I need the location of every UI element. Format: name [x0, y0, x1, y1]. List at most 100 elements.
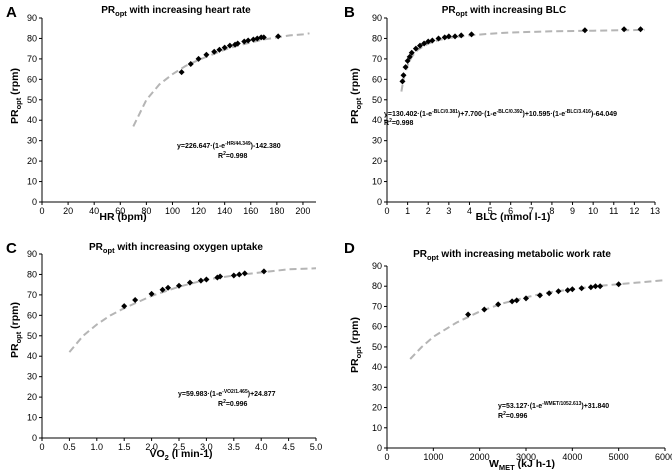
- data-point: [546, 290, 553, 297]
- y-tick-label: 50: [372, 95, 382, 105]
- y-tick-label: 40: [372, 115, 382, 125]
- y-tick-label: 90: [372, 13, 382, 23]
- x-axis-label: BLC (mmol l-1): [476, 211, 551, 223]
- data-point: [245, 37, 252, 44]
- data-point: [597, 283, 604, 290]
- y-tick-label: 10: [372, 177, 382, 187]
- data-point: [429, 37, 436, 44]
- x-tick-label: 1.0: [91, 442, 104, 452]
- x-tick-label: 2000: [470, 452, 490, 462]
- x-axis-label: WMET (kJ h-1): [489, 458, 555, 472]
- y-tick-label: 20: [27, 156, 37, 166]
- data-point: [536, 292, 543, 299]
- x-tick-label: 0: [39, 206, 44, 216]
- data-point: [481, 306, 488, 313]
- x-tick-label: 3.0: [200, 442, 213, 452]
- data-point: [441, 34, 448, 41]
- y-tick-label: 30: [27, 136, 37, 146]
- x-tick-label: 7: [529, 206, 534, 216]
- data-point: [615, 281, 622, 288]
- panel-letter: B: [344, 4, 355, 21]
- data-point: [425, 38, 432, 45]
- y-tick-label: 10: [372, 423, 382, 433]
- data-point: [637, 26, 644, 33]
- data-point: [211, 48, 218, 55]
- x-tick-label: 4000: [562, 452, 582, 462]
- fit-equation: y=53.127·(1-e-WMET/1052.613)+31.840: [498, 401, 609, 410]
- y-tick-label: 0: [32, 197, 37, 207]
- x-tick-label: 2.0: [145, 442, 158, 452]
- data-point: [176, 282, 182, 289]
- y-tick-label: 40: [27, 351, 37, 361]
- y-axis-label: PRopt (rpm): [349, 317, 363, 373]
- data-point: [569, 286, 576, 293]
- y-tick-label: 80: [372, 281, 382, 291]
- panel-d: D PRopt with increasing metabolic work r…: [344, 240, 672, 472]
- fit-curve: [409, 279, 666, 360]
- panel-letter: D: [344, 240, 355, 257]
- y-tick-label: 0: [377, 443, 382, 453]
- data-point: [226, 42, 233, 49]
- x-tick-label: 20: [63, 206, 73, 216]
- data-point: [203, 276, 210, 283]
- data-point: [408, 49, 415, 56]
- data-point: [241, 270, 248, 277]
- y-tick-label: 60: [27, 74, 37, 84]
- x-tick-label: 120: [191, 206, 206, 216]
- data-point: [581, 27, 588, 34]
- x-tick-label: 6: [508, 206, 513, 216]
- y-tick-label: 90: [372, 261, 382, 271]
- y-tick-label: 70: [372, 54, 382, 64]
- y-tick-label: 70: [27, 290, 37, 300]
- y-tick-label: 50: [27, 331, 37, 341]
- x-tick-label: 6000: [655, 452, 672, 462]
- y-tick-label: 60: [372, 74, 382, 84]
- data-point: [132, 297, 139, 303]
- x-tick-label: 9: [570, 206, 575, 216]
- y-tick-label: 30: [27, 372, 37, 382]
- x-tick-label: 3: [446, 206, 451, 216]
- data-point: [564, 287, 571, 294]
- r-squared: R2=0.998: [384, 118, 414, 127]
- x-tick-label: 1.5: [118, 442, 131, 452]
- panel-a: A PRopt with increasing heart rate PRopt…: [6, 4, 316, 223]
- y-axis-label: PRopt (rpm): [9, 302, 23, 358]
- y-tick-label: 20: [372, 403, 382, 413]
- data-point: [216, 46, 223, 53]
- fit-curve: [68, 267, 317, 353]
- fit-equation: y=59.983·(1-e-VO2/1.465)+24.877: [178, 389, 276, 398]
- y-tick-label: 40: [27, 115, 37, 125]
- x-tick-label: 3.5: [228, 442, 241, 452]
- y-tick-label: 20: [27, 392, 37, 402]
- x-tick-label: 60: [115, 206, 125, 216]
- x-tick-label: 5.0: [310, 442, 323, 452]
- data-point: [221, 44, 228, 51]
- x-tick-label: 0.5: [63, 442, 76, 452]
- data-point: [275, 33, 282, 40]
- chart-title: PRopt with increasing oxygen uptake: [89, 242, 263, 255]
- svg-text:PRopt (rpm): PRopt (rpm): [9, 68, 23, 124]
- fit-curve: [400, 28, 645, 92]
- x-tick-label: 8: [549, 206, 554, 216]
- data-point: [435, 35, 442, 42]
- data-point: [260, 34, 267, 41]
- y-tick-label: 70: [372, 301, 382, 311]
- y-tick-label: 30: [372, 382, 382, 392]
- x-tick-label: 140: [217, 206, 232, 216]
- y-tick-label: 50: [27, 95, 37, 105]
- fit-curve: [132, 32, 310, 127]
- data-point: [513, 297, 520, 304]
- data-point: [587, 284, 594, 291]
- x-tick-label: 180: [269, 206, 284, 216]
- x-tick-label: 40: [89, 206, 99, 216]
- panel-b: B PRopt with increasing BLC PRopt (rpm) …: [344, 4, 660, 223]
- data-point: [217, 273, 224, 280]
- chart-title: PRopt with increasing BLC: [442, 5, 566, 18]
- panel-letter: A: [6, 4, 17, 21]
- data-point: [159, 286, 166, 293]
- data-point: [468, 31, 475, 38]
- svg-text:PRopt (rpm): PRopt (rpm): [9, 302, 23, 358]
- y-tick-label: 40: [372, 362, 382, 372]
- data-point: [148, 290, 155, 297]
- x-tick-label: 0: [384, 452, 389, 462]
